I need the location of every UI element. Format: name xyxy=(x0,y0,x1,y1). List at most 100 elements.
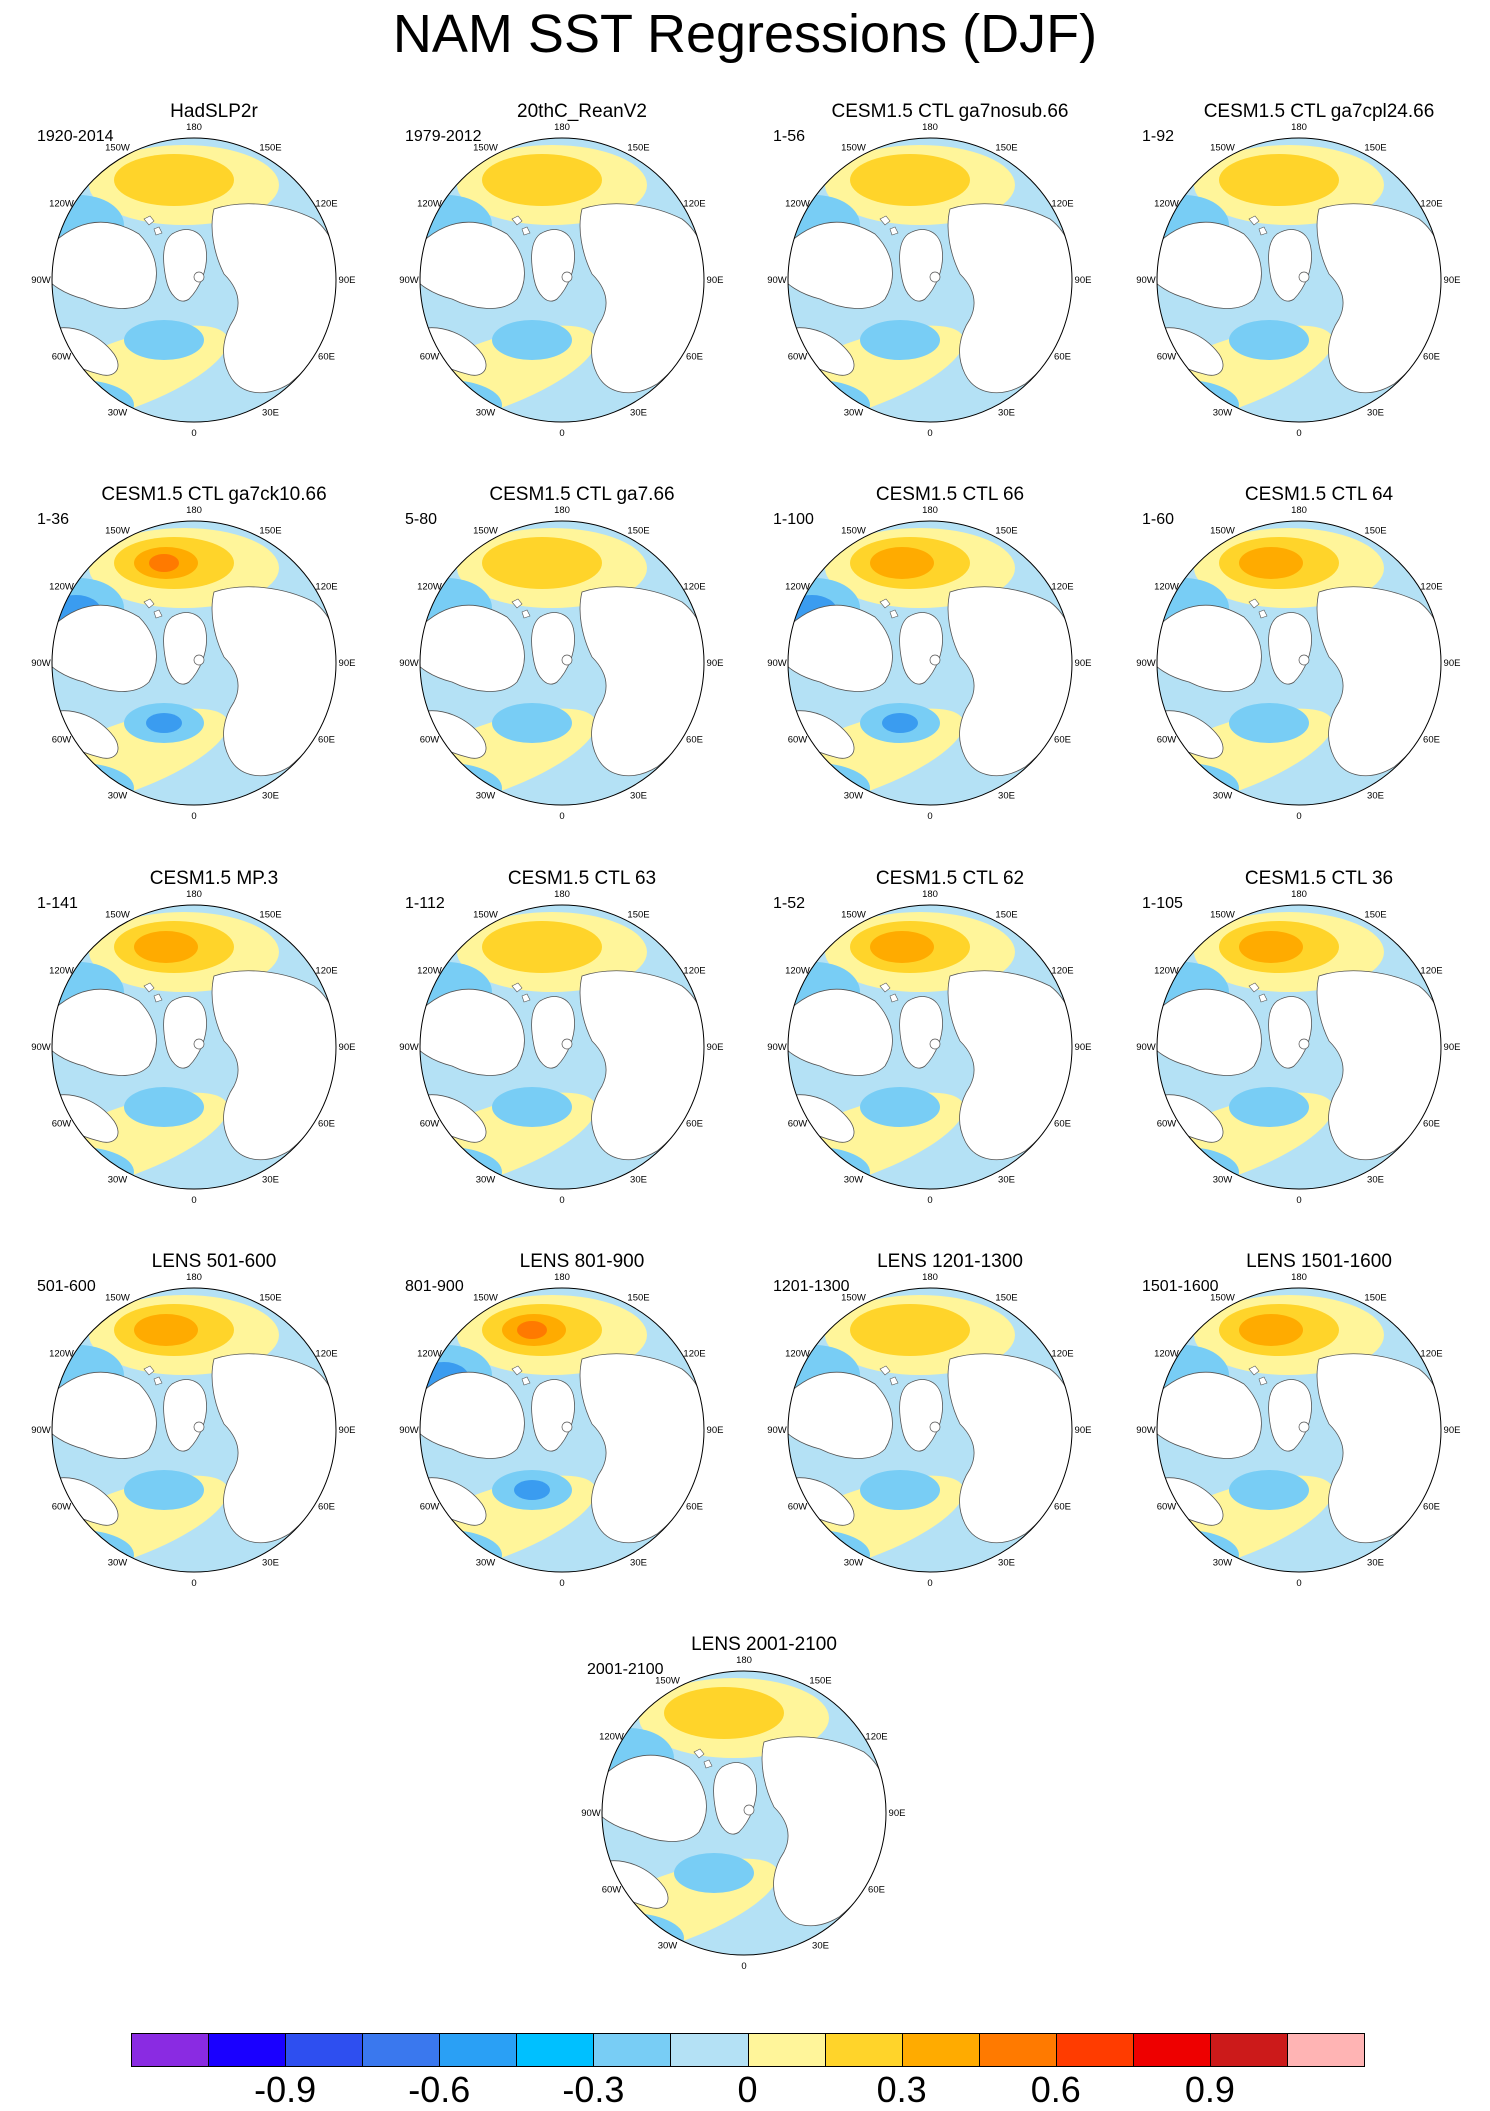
longitude-label: 60W xyxy=(420,1502,440,1513)
longitude-label: 90E xyxy=(707,1042,724,1053)
longitude-label: 60W xyxy=(788,1119,808,1130)
land-islands xyxy=(143,215,163,236)
longitude-label: 120W xyxy=(417,1349,442,1360)
anomaly-region xyxy=(1229,1470,1309,1510)
longitude-label: 60E xyxy=(1423,1502,1440,1513)
map-border xyxy=(419,137,705,423)
longitude-label: 60E xyxy=(1054,1502,1071,1513)
longitude-label: 180 xyxy=(1291,889,1307,900)
map-panel: CESM1.5 CTL 63 1-112 180 150E 120E 90E 60E 30… xyxy=(399,867,752,1233)
longitude-label: 90W xyxy=(399,275,419,286)
colorbar-swatch xyxy=(1132,2033,1211,2067)
panel-period: 5-80 xyxy=(405,511,438,528)
longitude-label: 60W xyxy=(1157,735,1177,746)
longitude-label: 150W xyxy=(1210,142,1235,153)
longitude-label: 90W xyxy=(767,658,787,669)
longitude-label: 30E xyxy=(1367,1558,1384,1569)
panel-title: 20thC_ReanV2 xyxy=(517,101,647,122)
longitude-label: 120E xyxy=(683,966,705,977)
anomaly-region xyxy=(482,154,602,206)
polar-stereographic-map: 180 150E 120E 90E 60E 30E 0 30W 60W 90W 120W 150W xyxy=(31,122,355,439)
longitude-label: 30E xyxy=(812,1941,829,1952)
longitude-label: 180 xyxy=(922,505,938,516)
polar-stereographic-map: 180 150E 120E 90E 60E 30E 0 30W 60W 90W 120W 150W xyxy=(399,1272,723,1589)
longitude-label: 150W xyxy=(473,142,498,153)
anomaly-region xyxy=(492,320,572,360)
land-greenland xyxy=(531,1379,575,1452)
longitude-label: 0 xyxy=(741,1961,746,1972)
colorbar-swatch xyxy=(670,2033,748,2067)
land-islands xyxy=(143,1365,163,1386)
map-panel: LENS 1201-1300 1201-1300 180 150E 120E 90E 6… xyxy=(767,1250,1120,1616)
panel-period: 1-112 xyxy=(405,895,445,912)
longitude-label: 150E xyxy=(995,142,1017,153)
polar-stereographic-map: 180 150E 120E 90E 60E 30E 0 30W 60W 90W 120W 150W xyxy=(31,505,355,822)
longitude-label: 150E xyxy=(995,525,1017,536)
longitude-label: 60E xyxy=(318,1119,335,1130)
longitude-label: 120E xyxy=(1051,966,1073,977)
panel-period: 1501-1600 xyxy=(1142,1278,1219,1295)
land-island xyxy=(193,654,205,666)
panel-period: 801-900 xyxy=(405,1278,464,1295)
longitude-label: 120E xyxy=(683,199,705,210)
panel-title: LENS 501-600 xyxy=(151,1251,277,1272)
longitude-label: 150E xyxy=(1364,909,1386,920)
longitude-label: 150E xyxy=(259,1292,281,1303)
anomaly-region xyxy=(882,713,918,733)
land-island xyxy=(929,271,941,283)
longitude-label: 90W xyxy=(31,275,51,286)
panel-period: 1920-2014 xyxy=(37,128,114,145)
anomaly-region xyxy=(1239,1314,1303,1346)
longitude-label: 120E xyxy=(1051,582,1073,593)
longitude-label: 120W xyxy=(417,582,442,593)
longitude-label: 150E xyxy=(995,1292,1017,1303)
map-border xyxy=(1156,1287,1442,1573)
longitude-label: 120E xyxy=(1420,199,1442,210)
panel-period: 2001-2100 xyxy=(587,1661,664,1678)
longitude-label: 150E xyxy=(627,142,649,153)
longitude-label: 30W xyxy=(476,791,496,802)
land-greenland xyxy=(163,1379,207,1452)
anomaly-region xyxy=(492,1087,572,1127)
colorbar-swatch xyxy=(285,2033,363,2067)
longitude-label: 120W xyxy=(785,582,810,593)
panel-title: CESM1.5 CTL ga7nosub.66 xyxy=(831,101,1069,122)
longitude-label: 30W xyxy=(476,1175,496,1186)
longitude-label: 90W xyxy=(581,1808,601,1819)
longitude-label: 120W xyxy=(417,966,442,977)
land-eurasia xyxy=(211,970,336,1160)
longitude-label: 150E xyxy=(1364,1292,1386,1303)
land-greenland xyxy=(899,612,943,685)
map-panel: LENS 501-600 501-600 180 150E 120E 90E 60E 30… xyxy=(31,1250,384,1616)
longitude-label: 180 xyxy=(186,505,202,516)
anomaly-region xyxy=(492,703,572,743)
longitude-label: 150W xyxy=(473,909,498,920)
longitude-label: 30E xyxy=(998,408,1015,419)
longitude-label: 120E xyxy=(315,582,337,593)
longitude-label: 0 xyxy=(927,811,932,822)
longitude-label: 150W xyxy=(105,909,130,920)
anomaly-region xyxy=(124,1087,204,1127)
colorbar-swatch xyxy=(131,2033,209,2067)
panel-period: 1-56 xyxy=(773,128,806,145)
land-greenland xyxy=(531,612,575,685)
anomaly-region xyxy=(420,1147,502,1189)
land-greenland xyxy=(899,229,943,302)
land-islands xyxy=(1248,598,1268,619)
colorbar-tick-label: 0.6 xyxy=(1030,2069,1081,2110)
longitude-label: 150W xyxy=(841,142,866,153)
longitude-label: 30E xyxy=(630,408,647,419)
colorbar-tick-label: -0.9 xyxy=(254,2069,317,2110)
longitude-label: 150E xyxy=(259,525,281,536)
anomaly-region xyxy=(1157,763,1239,805)
longitude-label: 90W xyxy=(31,1425,51,1436)
longitude-label: 150W xyxy=(105,525,130,536)
land-north-america xyxy=(788,1371,893,1459)
longitude-label: 60W xyxy=(602,1885,622,1896)
land-north-america xyxy=(1157,221,1262,309)
longitude-label: 180 xyxy=(922,122,938,133)
longitude-label: 60E xyxy=(318,735,335,746)
longitude-label: 120E xyxy=(1420,1349,1442,1360)
polar-stereographic-map: 180 150E 120E 90E 60E 30E 0 30W 60W 90W 120W 150W xyxy=(767,1272,1091,1589)
polar-stereographic-map: 180 150E 120E 90E 60E 30E 0 30W 60W 90W 120W 150W xyxy=(399,889,724,1206)
